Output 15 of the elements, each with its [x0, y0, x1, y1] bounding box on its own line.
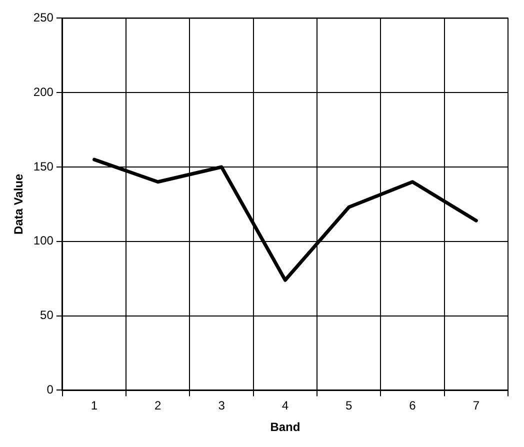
y-tick-label: 100 [33, 234, 54, 248]
x-tick-label: 3 [218, 398, 226, 413]
y-tick-label: 50 [40, 308, 54, 322]
x-tick-label: 5 [346, 398, 353, 413]
y-tick-label: 250 [33, 10, 54, 25]
x-tick-label: 4 [282, 398, 289, 413]
x-axis-title: Band [270, 420, 300, 434]
x-tick-label: 6 [409, 398, 416, 413]
x-tick-label: 2 [154, 398, 162, 413]
y-axis-title: Data Value [12, 174, 26, 235]
x-tick-label: 1 [90, 398, 98, 413]
y-tick-label: 200 [33, 84, 54, 99]
x-tick-label: 7 [472, 398, 480, 413]
y-tick-label: 150 [33, 159, 54, 174]
y-tick-label: 0 [46, 382, 54, 397]
